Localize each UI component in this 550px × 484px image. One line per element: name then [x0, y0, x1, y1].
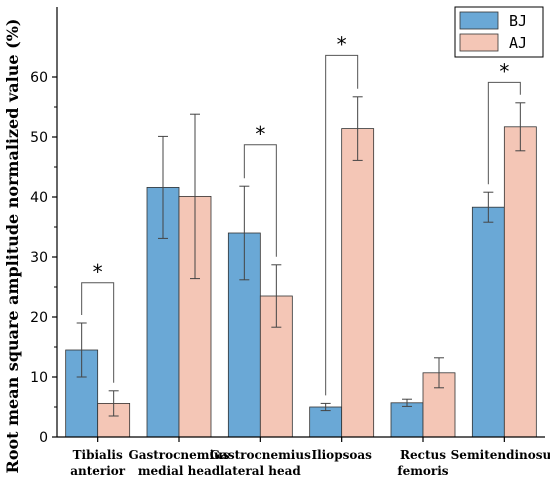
x-tick-label-line: Rectus: [400, 448, 446, 462]
y-tick-label: 10: [30, 370, 48, 386]
y-tick-label: 50: [30, 130, 48, 146]
y-axis-title: Root mean square amplitude normalized va…: [3, 19, 22, 474]
x-tick-label-line: Gastrocnemius: [210, 448, 311, 462]
bar-aj-3: [341, 128, 375, 438]
significance-layer: * * * *: [81, 32, 521, 396]
error-bar-bj-3: [320, 402, 331, 412]
x-tick-label-line: medial head: [138, 464, 221, 478]
significance-bracket-1: *: [243, 122, 277, 257]
x-tick-label-0: Tibialis anterior: [70, 448, 126, 478]
y-tick-label: 40: [30, 190, 48, 206]
significance-marker: *: [499, 59, 509, 83]
legend-label-aj: AJ: [509, 34, 527, 52]
bracket-line: [243, 144, 277, 257]
significance-bracket-3: *: [487, 59, 521, 185]
legend: BJ AJ: [454, 6, 544, 58]
significance-bracket-0: *: [81, 260, 115, 383]
y-tick-label: 30: [30, 250, 48, 266]
y-tick-label: 60: [30, 70, 48, 86]
error-bar-aj-2: [271, 264, 282, 328]
x-tick-label-1: Gastrocnemius medial head: [128, 448, 229, 478]
bar-bj-5: [471, 206, 505, 438]
x-tick-label-3: Iliopsoas: [311, 448, 372, 462]
bars-layer: [65, 126, 537, 438]
bracket-line: [325, 54, 359, 396]
significance-marker: *: [337, 32, 347, 56]
bar-bj-3: [309, 406, 343, 438]
bracket-line: [81, 282, 115, 383]
legend-swatch-aj: [459, 33, 499, 52]
error-bar-bj-5: [483, 191, 494, 223]
x-tick-label-2: Gastrocnemius lateral head: [210, 448, 311, 478]
x-tick-label-line: femoris: [397, 464, 448, 478]
x-tick-label-line: Gastrocnemius: [128, 448, 229, 462]
bar-aj-0: [97, 402, 131, 438]
significance-marker: *: [255, 122, 265, 146]
error-bar-aj-4: [434, 357, 444, 389]
bar-aj-5: [503, 126, 537, 438]
x-tick-label-line: Semitendinosus: [451, 448, 550, 462]
bracket-line: [487, 81, 521, 185]
y-tick-label: 20: [30, 310, 48, 326]
error-bars-layer: [76, 96, 526, 417]
x-tick-label-4: Rectus femoris: [397, 448, 448, 478]
error-bar-bj-4: [402, 398, 412, 407]
legend-label-bj: BJ: [509, 12, 527, 30]
significance-bracket-2: *: [325, 32, 359, 396]
error-bar-bj-0: [76, 322, 87, 378]
y-tick-label: 0: [39, 430, 48, 446]
error-bar-aj-3: [352, 96, 363, 161]
legend-swatch-bj: [459, 11, 499, 30]
significance-marker: *: [93, 260, 103, 284]
axes-layer: [52, 7, 545, 442]
x-tick-label-5: Semitendinosus: [451, 448, 550, 462]
error-bar-aj-1: [190, 113, 200, 280]
error-bar-bj-2: [239, 185, 250, 281]
x-tick-label-line: Iliopsoas: [311, 448, 372, 462]
x-tick-label-line: lateral head: [220, 464, 301, 478]
x-tick-label-line: anterior: [70, 464, 126, 478]
bar-bj-4: [390, 402, 424, 438]
error-bar-bj-1: [158, 135, 168, 239]
error-bar-aj-0: [108, 390, 119, 417]
x-tick-label-line: Tibialis: [73, 448, 123, 462]
error-bar-aj-5: [515, 102, 526, 152]
